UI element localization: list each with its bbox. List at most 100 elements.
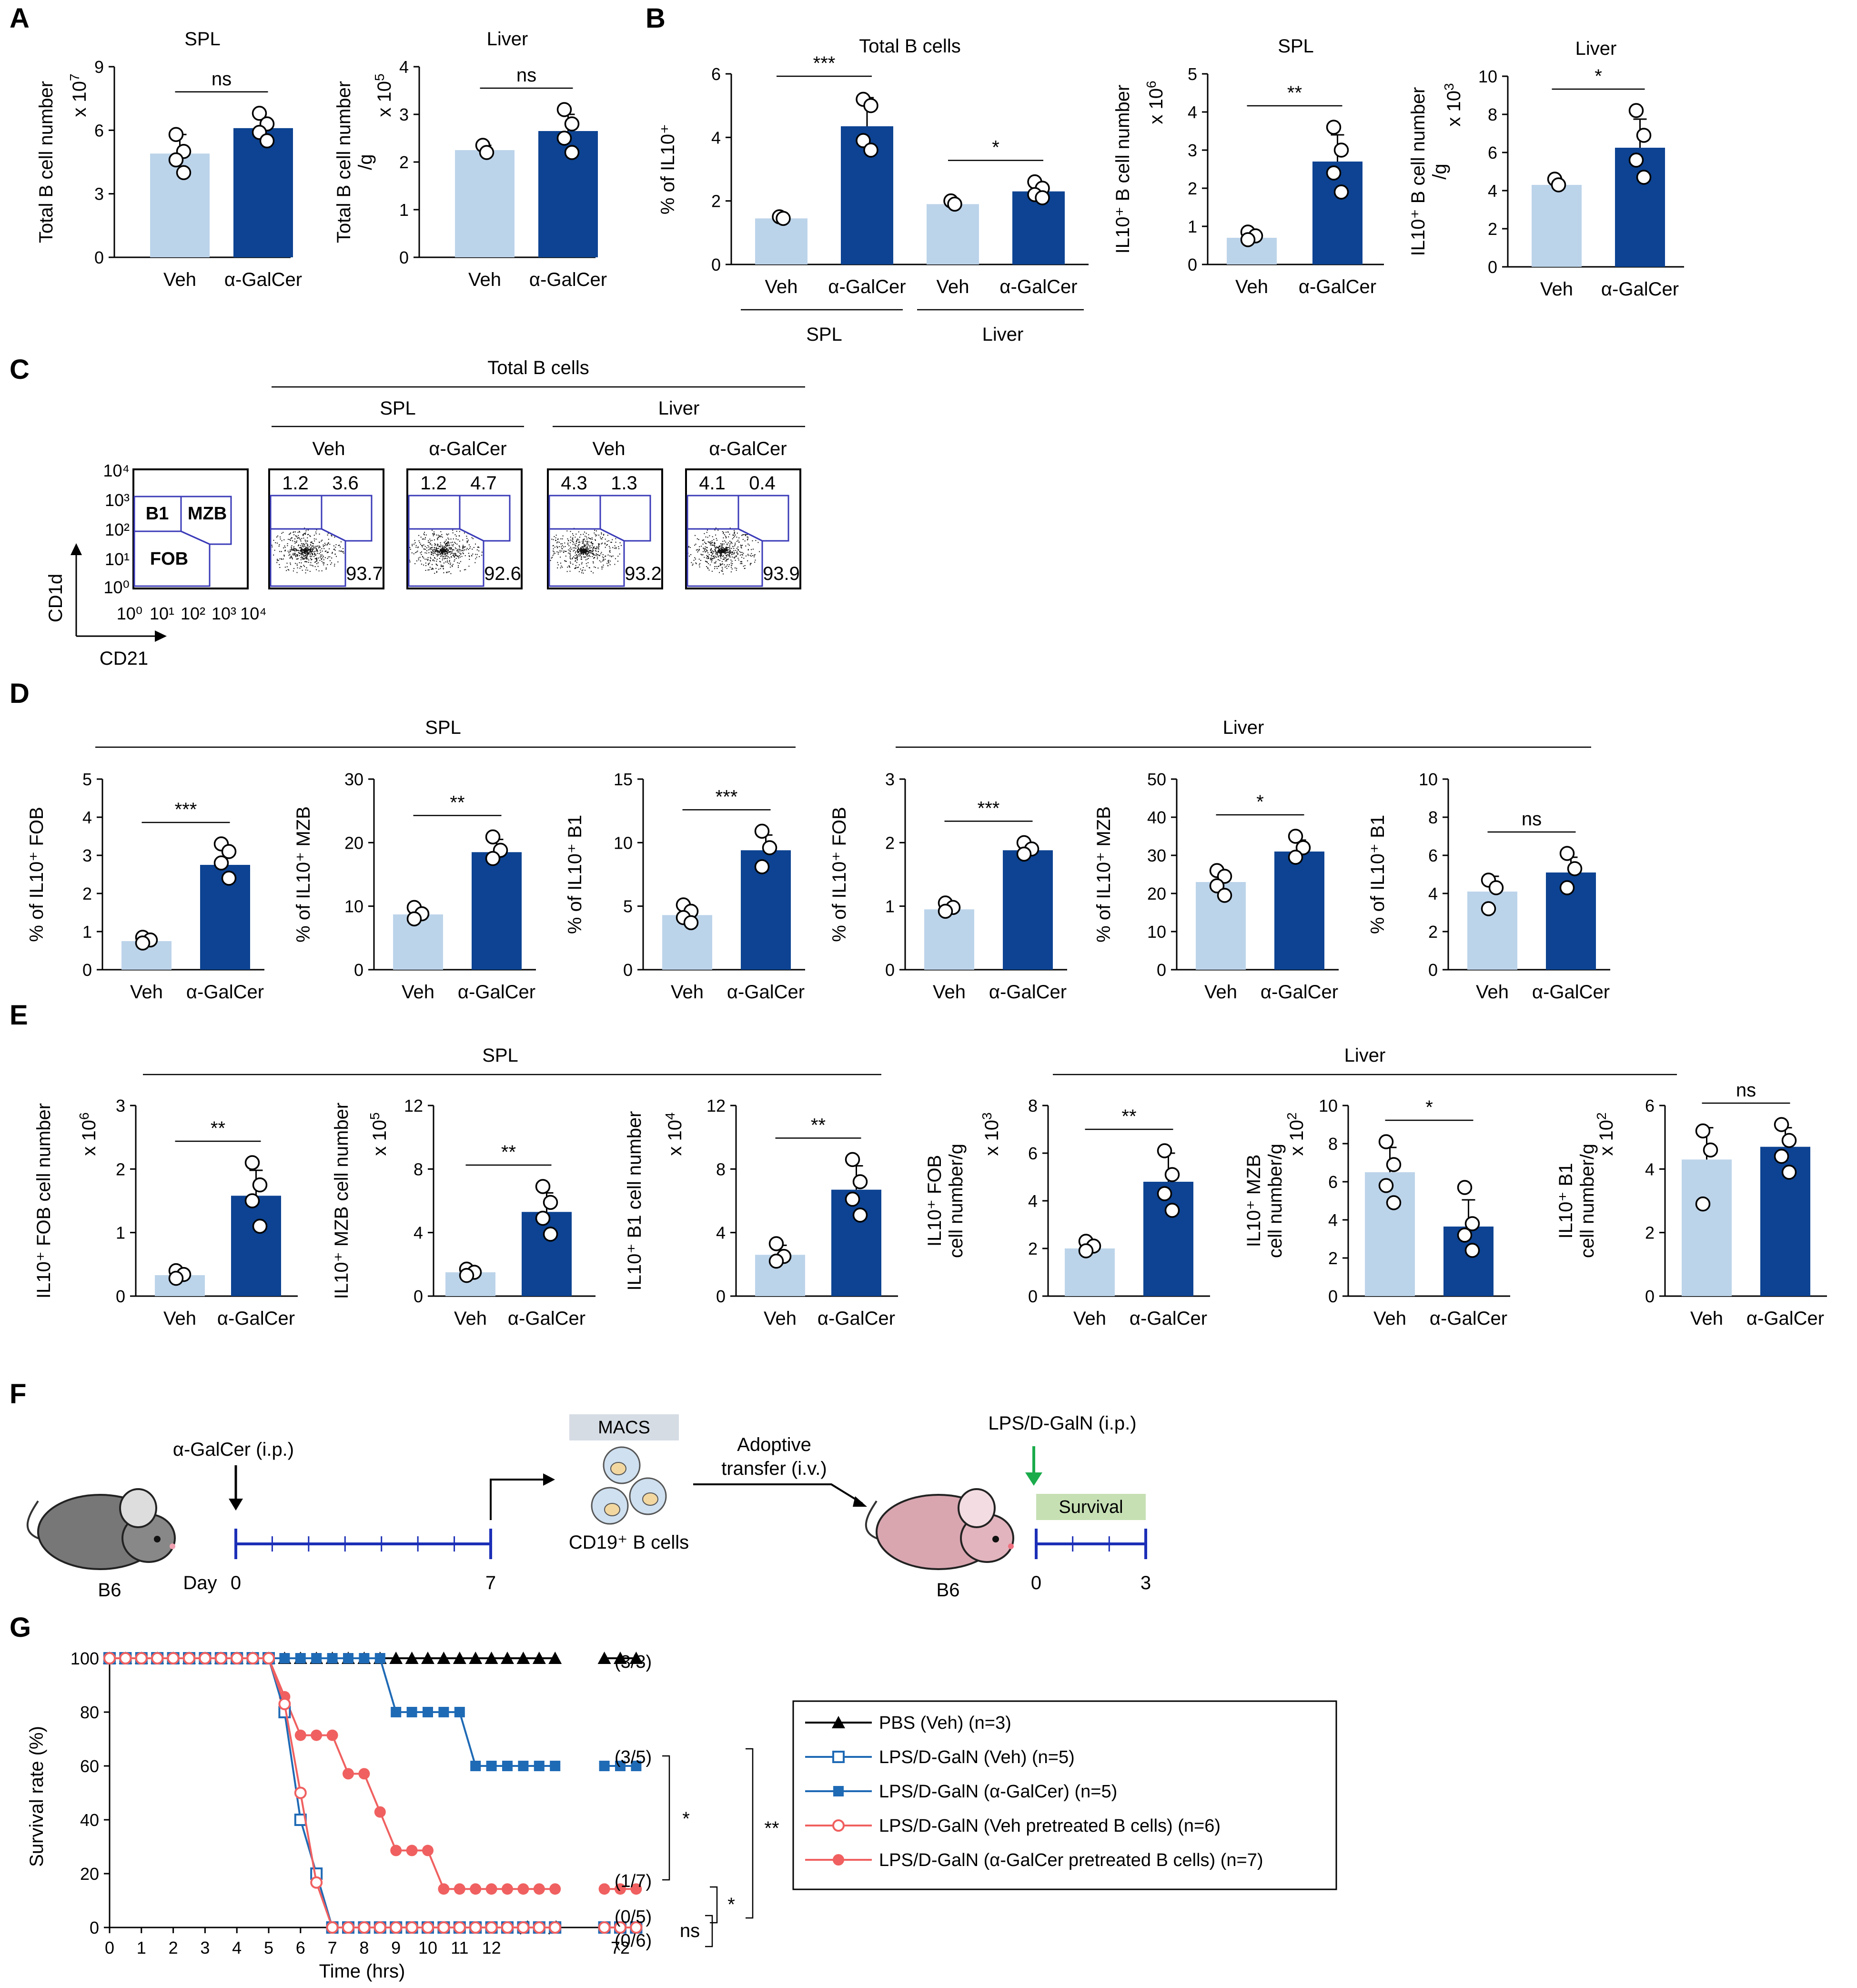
sig-2: ** xyxy=(764,1818,779,1839)
day-start: 0 xyxy=(231,1572,241,1593)
flow-ytick-4: 10⁴ xyxy=(103,461,130,480)
survival-point xyxy=(598,1883,610,1895)
y-tick-label: 10 xyxy=(344,897,363,916)
survival-x-tick-label: 2 xyxy=(169,1938,178,1958)
mouse2-label: B6 xyxy=(937,1580,960,1601)
transfer-arrowhead xyxy=(853,1496,867,1507)
x-tick-label: α-GalCer xyxy=(458,982,535,1003)
bar-galcer xyxy=(1003,850,1053,970)
flow-gate-mzb xyxy=(459,495,511,542)
y-tick-label: 2 xyxy=(82,884,92,903)
panel-label-d: D xyxy=(10,678,30,709)
x-tick-label: Veh xyxy=(1476,982,1509,1003)
gate-mzb xyxy=(180,496,232,545)
significance-label: ns xyxy=(1736,1080,1756,1101)
survival-point xyxy=(517,1883,529,1895)
data-point xyxy=(1035,190,1050,205)
sig-4: ns xyxy=(680,1920,700,1941)
survival-point xyxy=(502,1761,513,1771)
bar-chart-d2: 0 10 20 30 % of IL10⁺ MZB Veh α-GalCer ** xyxy=(293,770,536,1003)
panel-label-e: E xyxy=(10,1000,28,1031)
y-tick-label: 5 xyxy=(82,770,92,789)
y-axis-label: IL10⁺ B cell number xyxy=(1408,87,1429,256)
significance-label: ** xyxy=(211,1118,225,1139)
y-tick-label: 4 xyxy=(1328,1210,1338,1230)
y-tick-label: 4 xyxy=(1428,884,1438,903)
survival-point xyxy=(167,1652,180,1664)
survival-box xyxy=(1036,1494,1146,1520)
data-point xyxy=(845,1191,860,1207)
y-tick-label: 40 xyxy=(1147,808,1166,827)
survival-point xyxy=(469,1921,482,1934)
bar-galcer xyxy=(1143,1182,1193,1296)
sig-bracket-4 xyxy=(705,1915,713,1947)
y-tick-label: 12 xyxy=(404,1096,423,1116)
bar-chart-d6: 0 2 4 6 8 10 % of IL10⁺ B1 Veh α-GalCer ns xyxy=(1367,770,1610,1003)
y-tick-label: 4 xyxy=(716,1223,726,1243)
survival-point xyxy=(485,1883,497,1895)
end-label-2: (3/5) xyxy=(615,1747,652,1767)
survival-point xyxy=(437,1652,451,1664)
mouse1-label: B6 xyxy=(98,1580,121,1601)
y-axis-label: Total B cell number xyxy=(333,81,354,243)
flow-xtick-4: 10⁴ xyxy=(240,604,267,623)
data-point xyxy=(252,1218,268,1234)
survival-point xyxy=(422,1921,434,1934)
data-point xyxy=(863,142,878,158)
y-axis-label: IL10⁺ B1 xyxy=(1555,1163,1576,1238)
data-point xyxy=(762,840,777,855)
y-tick-label: 6 xyxy=(1328,1172,1338,1192)
y-tick-label: 4 xyxy=(414,1223,423,1243)
y-tick-label: 1 xyxy=(1188,217,1197,236)
legend-marker xyxy=(833,1786,844,1796)
y-tick-label: 20 xyxy=(1147,884,1166,903)
significance-label: ** xyxy=(501,1142,516,1163)
significance-label: ns xyxy=(516,65,536,86)
y-axis-label: IL10⁺ FOB cell number xyxy=(33,1103,54,1298)
y-tick-label: 12 xyxy=(706,1096,726,1116)
data-point xyxy=(535,1210,551,1226)
flow-gate-fob xyxy=(686,528,763,587)
y-tick-label: 1 xyxy=(399,200,409,220)
flow-cond-2: α-GalCer xyxy=(429,438,506,459)
significance-label: * xyxy=(1256,791,1264,812)
bar-chart-e3: 0 4 8 12 IL10⁺ B1 cell number x 104 Veh α-GalCe… xyxy=(624,1096,898,1329)
panel-label-b: B xyxy=(646,3,666,34)
survival-series-2 xyxy=(104,1653,642,1771)
legend-marker xyxy=(832,1716,845,1728)
y-tick-label: 4 xyxy=(1028,1191,1038,1211)
x-tick-label: α-GalCer xyxy=(186,982,264,1003)
flow-ytick-0: 10⁰ xyxy=(104,578,130,597)
survival-point xyxy=(406,1845,418,1856)
data-point xyxy=(1288,850,1303,865)
flow-value-b1: 1.2 xyxy=(420,473,447,494)
survival-point xyxy=(119,1652,132,1664)
survival-legend-entries: PBS (Veh) (n=3) LPS/D-GalN (Veh) (n=5) LPS… xyxy=(805,1713,1263,1870)
day-end: 7 xyxy=(485,1572,496,1593)
legend-label: LPS/D-GalN (Veh) (n=5) xyxy=(879,1747,1075,1767)
chart-title: Liver xyxy=(487,29,528,50)
survival-point xyxy=(311,1653,322,1663)
y-tick-label: 10 xyxy=(1419,770,1438,789)
y-axis-label: % of IL10⁺ B1 xyxy=(565,815,585,934)
flow-gate-fob xyxy=(548,528,625,587)
survival-point xyxy=(470,1883,482,1895)
day-label: Day xyxy=(183,1572,217,1593)
y-tick-label: 0 xyxy=(414,1287,423,1306)
panel-label-g: G xyxy=(10,1612,31,1643)
y-tick-label: 10 xyxy=(1147,922,1166,942)
x-tick-label: α-GalCer xyxy=(989,982,1067,1003)
x-tick-label: Veh xyxy=(933,982,966,1003)
data-point xyxy=(1078,1243,1094,1258)
data-point xyxy=(1326,120,1342,135)
y-tick-label: 2 xyxy=(711,192,721,211)
survival-point xyxy=(533,1921,545,1934)
significance-label: ** xyxy=(1287,82,1302,103)
bar-veh xyxy=(755,218,807,264)
data-point xyxy=(1559,846,1575,861)
data-point xyxy=(459,1268,474,1283)
x-tick-label: Veh xyxy=(130,982,163,1003)
data-point xyxy=(252,106,267,121)
data-point xyxy=(244,1193,260,1208)
significance-label: * xyxy=(1595,66,1602,87)
